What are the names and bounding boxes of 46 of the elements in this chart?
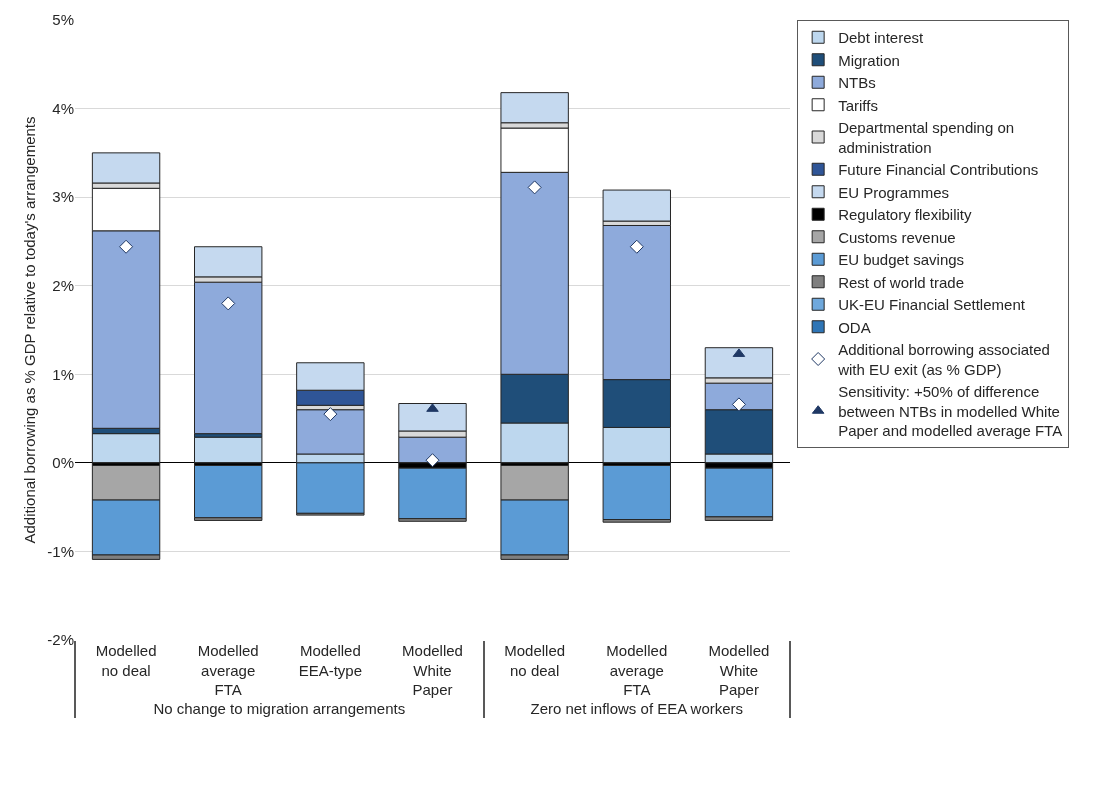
y-tick-label: 2% xyxy=(52,276,74,294)
legend-label: UK-EU Financial Settlement xyxy=(838,296,1026,314)
y-tick-label: -2% xyxy=(47,631,74,649)
bar xyxy=(194,281,263,435)
point xyxy=(629,239,644,254)
text: Zero net inflows of EEA workers xyxy=(530,700,744,717)
x-tick-label: Modelled average FTA xyxy=(606,642,668,698)
y-tick-label: -1% xyxy=(47,542,74,560)
x-tick-label: Modelled White Paper xyxy=(402,642,463,698)
legend-label: Sensitivity: +50% of difference between NTBs in modelled White Paper and modelled average FTA xyxy=(838,383,1063,440)
x-tick-label: Modelled EEA-type xyxy=(298,642,363,679)
point xyxy=(527,180,542,195)
y-tick-label: 4% xyxy=(52,99,74,117)
y-tick-label: 5% xyxy=(52,11,74,29)
legend-label: Future Financial Contributions xyxy=(838,161,1039,179)
legend-label: Debt interest xyxy=(838,29,925,47)
legend-label: Tariffs xyxy=(838,96,878,114)
x-tick-label: Modelled average FTA xyxy=(197,642,259,698)
legend-label: Regulatory flexibility xyxy=(838,206,973,224)
x-tick-label: Modelled no deal xyxy=(95,642,157,679)
text: No change to migration arrangements xyxy=(153,700,406,717)
bar xyxy=(194,465,263,519)
point xyxy=(731,397,746,412)
legend-label: ODA xyxy=(838,318,871,336)
legend-label: Additional borrowing associated with EU exit (as % GDP) xyxy=(837,341,1050,378)
y-axis-title: Additional borrowing as % GDP relative to today's arrangements xyxy=(21,116,38,544)
legend-label: Migration xyxy=(838,51,900,69)
point xyxy=(221,296,236,311)
bar xyxy=(91,433,161,464)
point xyxy=(323,407,338,422)
bar xyxy=(602,465,671,521)
bar xyxy=(194,436,263,464)
bar xyxy=(602,189,671,222)
legend-label: EU budget savings xyxy=(838,251,965,269)
x-tick-label: Modelled no deal xyxy=(504,642,566,679)
legend-label: Customs revenue xyxy=(838,228,956,246)
legend-label: Rest of world trade xyxy=(838,273,965,291)
legend-label: Departmental spending on administration xyxy=(838,119,1015,156)
point xyxy=(119,239,134,254)
point xyxy=(425,453,440,468)
y-tick-label: 0% xyxy=(52,454,74,472)
legend-label: NTBs xyxy=(838,74,876,92)
legend-label: EU Programmes xyxy=(838,183,950,201)
y-tick-label: 3% xyxy=(52,188,74,206)
y-tick-label: 1% xyxy=(52,365,74,383)
x-tick-label: Modelled White Paper xyxy=(708,642,770,698)
